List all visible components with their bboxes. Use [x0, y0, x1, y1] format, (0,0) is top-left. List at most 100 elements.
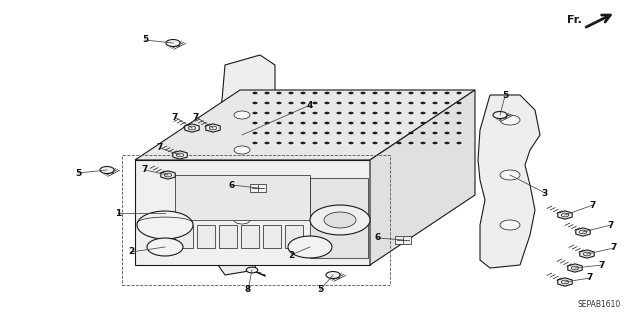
Circle shape [264, 102, 269, 104]
Bar [285, 225, 303, 248]
Circle shape [561, 280, 569, 284]
Text: 3: 3 [542, 189, 548, 197]
Circle shape [324, 102, 330, 104]
Circle shape [312, 102, 317, 104]
Circle shape [433, 92, 438, 94]
Circle shape [408, 112, 413, 114]
Circle shape [456, 112, 461, 114]
Circle shape [360, 92, 365, 94]
Circle shape [420, 112, 426, 114]
Circle shape [264, 92, 269, 94]
Circle shape [385, 132, 390, 134]
Circle shape [209, 126, 217, 130]
Text: 4: 4 [307, 100, 313, 109]
Circle shape [360, 102, 365, 104]
Circle shape [300, 102, 305, 104]
Circle shape [300, 92, 305, 94]
Circle shape [289, 122, 294, 124]
Circle shape [164, 173, 172, 177]
Circle shape [100, 167, 114, 174]
Circle shape [348, 132, 353, 134]
Circle shape [385, 122, 390, 124]
Circle shape [444, 112, 449, 114]
Circle shape [372, 112, 378, 114]
Circle shape [312, 112, 317, 114]
Circle shape [372, 142, 378, 144]
Polygon shape [215, 55, 275, 275]
Circle shape [444, 132, 449, 134]
Circle shape [300, 112, 305, 114]
Circle shape [300, 122, 305, 124]
Circle shape [324, 212, 356, 228]
Circle shape [288, 236, 332, 258]
Circle shape [300, 132, 305, 134]
Circle shape [348, 122, 353, 124]
Circle shape [396, 142, 401, 144]
Text: 5: 5 [75, 168, 81, 177]
Circle shape [337, 132, 342, 134]
Text: 5: 5 [317, 286, 323, 294]
Circle shape [420, 92, 426, 94]
Circle shape [385, 92, 390, 94]
Text: 8: 8 [245, 286, 251, 294]
Circle shape [420, 132, 426, 134]
Circle shape [433, 132, 438, 134]
Bar [122, 155, 390, 285]
Text: 2: 2 [288, 250, 294, 259]
Circle shape [264, 112, 269, 114]
Circle shape [456, 122, 461, 124]
Circle shape [433, 142, 438, 144]
Text: 5: 5 [502, 92, 508, 100]
Bar [263, 225, 281, 248]
Circle shape [385, 102, 390, 104]
Circle shape [456, 142, 461, 144]
Circle shape [444, 102, 449, 104]
Circle shape [300, 142, 305, 144]
Circle shape [324, 112, 330, 114]
Circle shape [420, 102, 426, 104]
Circle shape [348, 92, 353, 94]
Text: 7: 7 [193, 113, 199, 122]
Circle shape [312, 122, 317, 124]
Text: SEPAB1610: SEPAB1610 [577, 300, 621, 309]
Circle shape [276, 142, 282, 144]
Circle shape [408, 92, 413, 94]
Bar [250, 184, 266, 192]
Circle shape [385, 142, 390, 144]
Polygon shape [135, 160, 370, 265]
Circle shape [348, 102, 353, 104]
Circle shape [264, 142, 269, 144]
Circle shape [166, 40, 180, 47]
Circle shape [433, 102, 438, 104]
Circle shape [324, 142, 330, 144]
Circle shape [579, 230, 587, 234]
Circle shape [561, 213, 569, 217]
Circle shape [337, 122, 342, 124]
Circle shape [137, 211, 193, 239]
Circle shape [420, 122, 426, 124]
Circle shape [252, 122, 257, 124]
Circle shape [360, 132, 365, 134]
Circle shape [500, 220, 520, 230]
Circle shape [396, 132, 401, 134]
Circle shape [147, 238, 183, 256]
Text: 1: 1 [115, 209, 121, 218]
Circle shape [289, 92, 294, 94]
Circle shape [396, 102, 401, 104]
Circle shape [372, 132, 378, 134]
Circle shape [326, 271, 340, 278]
Circle shape [252, 92, 257, 94]
Circle shape [408, 102, 413, 104]
Circle shape [348, 112, 353, 114]
Text: 7: 7 [599, 261, 605, 270]
Circle shape [337, 102, 342, 104]
Circle shape [252, 132, 257, 134]
Circle shape [372, 102, 378, 104]
Circle shape [444, 142, 449, 144]
Circle shape [252, 142, 257, 144]
Circle shape [433, 122, 438, 124]
Circle shape [456, 132, 461, 134]
Circle shape [188, 126, 196, 130]
Circle shape [252, 112, 257, 114]
Polygon shape [478, 95, 540, 268]
